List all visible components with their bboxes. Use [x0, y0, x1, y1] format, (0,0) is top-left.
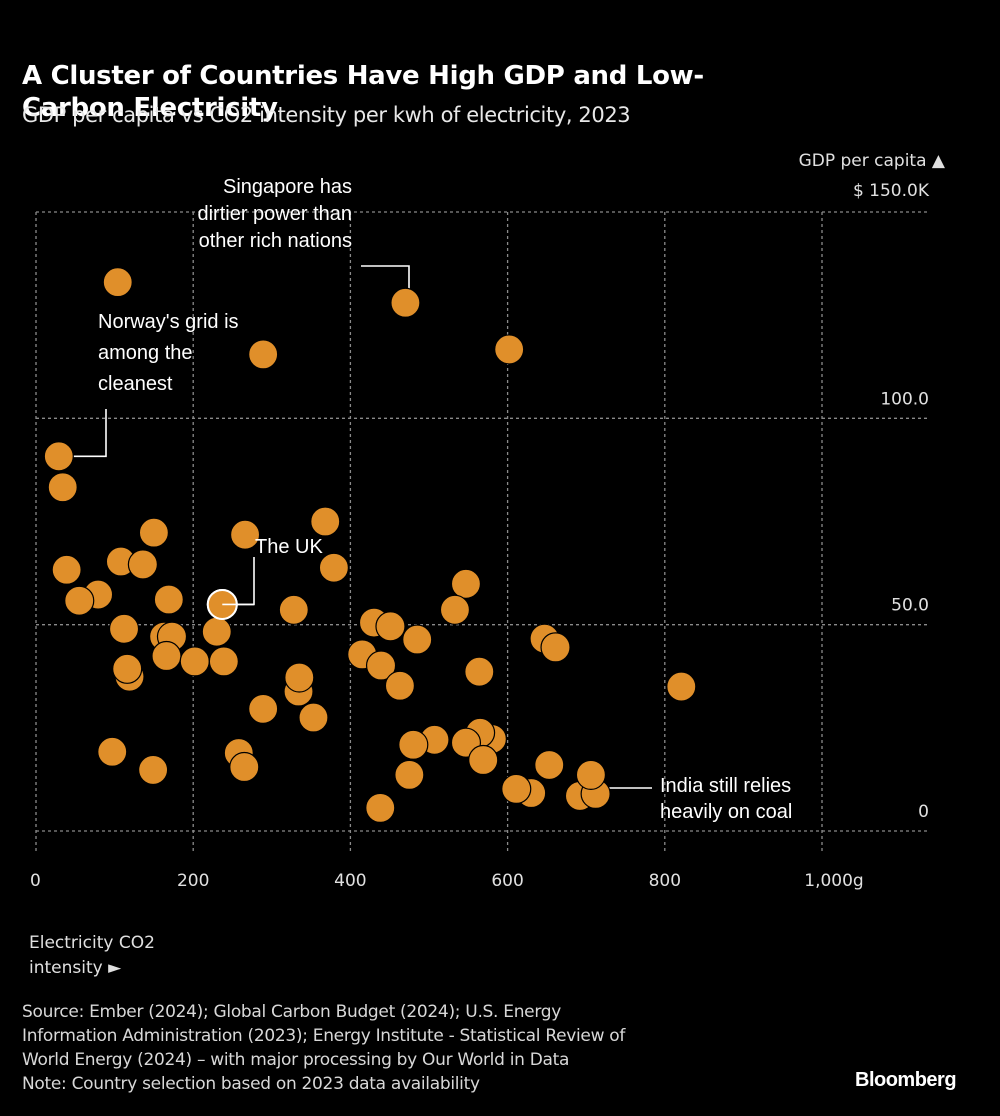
annotation-line: Singapore has: [223, 176, 352, 198]
source-line: Information Administration (2023); Energ…: [22, 1026, 626, 1046]
data-point: [298, 702, 329, 733]
y-tick-label: 100.0: [880, 389, 929, 409]
data-point: [102, 267, 133, 298]
data-point: [540, 632, 571, 663]
data-point: [138, 517, 169, 548]
data-point: [179, 646, 210, 677]
data-point: [201, 616, 232, 647]
data-point-norway: [43, 441, 74, 472]
annotation-india: India still relies heavily on coal: [660, 775, 792, 823]
data-point: [64, 585, 95, 616]
x-tick-label: 400: [334, 871, 366, 891]
data-point: [384, 670, 416, 701]
annotation-line: Norway's grid is: [98, 311, 239, 333]
x-tick-label: 1,000g: [804, 871, 863, 891]
data-point: [97, 736, 128, 767]
data-point: [138, 754, 169, 786]
data-point: [494, 334, 525, 365]
x-tick-label: 600: [491, 871, 523, 891]
annotations: Singapore has dirtier power than other ric…: [98, 176, 792, 823]
data-point: [365, 650, 397, 681]
annotation-line: dirtier power than: [197, 203, 352, 225]
data-point: [47, 472, 78, 503]
annotation-line: cleanest: [98, 373, 173, 395]
data-point: [153, 584, 184, 615]
data-point: [375, 611, 406, 642]
data-point: [534, 749, 565, 781]
annotation-norway: Norway's grid is among the cleanest: [98, 311, 239, 395]
note-line: Note: Country selection based on 2023 da…: [22, 1074, 480, 1094]
data-point: [439, 594, 471, 625]
data-point: [51, 554, 82, 585]
annotation-uk: The UK: [255, 536, 323, 558]
x-tick-label: 0: [30, 871, 41, 891]
x-axis-title-line1: Electricity CO2: [29, 933, 155, 953]
data-point: [229, 751, 260, 783]
annotation-line: India still relies: [660, 775, 791, 797]
data-point: [575, 759, 607, 790]
x-tick-label: 200: [177, 871, 209, 891]
data-point: [501, 773, 532, 805]
data-point: [310, 506, 341, 537]
data-point: [248, 339, 279, 370]
y-tick-label: 0: [918, 802, 929, 822]
data-point: [127, 549, 158, 580]
source-line: Source: Ember (2024); Global Carbon Budg…: [22, 1002, 561, 1022]
y-tick-label: 50.0: [891, 596, 929, 616]
data-point: [394, 759, 425, 790]
data-point: [468, 744, 499, 776]
data-point: [402, 624, 433, 655]
scatter-chart: 0 50.0 100.0 $ 150.0K 0 200 400 600 800 1,000g Si…: [29, 151, 946, 978]
bloomberg-logo: Bloomberg: [855, 1069, 957, 1091]
leader-line-norway: [68, 409, 107, 458]
data-point: [284, 662, 315, 693]
y-axis-title: GDP per capita ▲: [799, 151, 946, 171]
grid-lines: [35, 211, 928, 853]
source-note: Source: Ember (2024); Global Carbon Budg…: [22, 1000, 812, 1096]
x-axis-title-line2: intensity ►: [29, 958, 122, 978]
annotation-line: heavily on coal: [660, 801, 792, 823]
data-point-singapore: [390, 287, 421, 318]
data-point: [248, 693, 279, 724]
y-tick-label: $ 150.0K: [853, 181, 930, 201]
axis-ticks: 0 50.0 100.0 $ 150.0K 0 200 400 600 800 1,000g: [30, 181, 930, 891]
data-point: [666, 671, 697, 702]
data-point: [450, 568, 482, 599]
data-point: [365, 792, 396, 823]
source-line: World Energy (2024) – with major process…: [22, 1050, 570, 1070]
data-point: [318, 552, 349, 583]
data-point: [229, 519, 261, 550]
data-point: [278, 594, 309, 625]
data-point: [208, 646, 239, 677]
annotation-line: among the: [98, 342, 193, 364]
annotation-line: The UK: [255, 536, 323, 558]
data-points: [43, 267, 697, 823]
chart-subtitle: GDP per capita vs CO2 intensity per kwh …: [22, 103, 631, 127]
data-point: [151, 640, 182, 672]
data-point: [112, 653, 143, 684]
annotation-line: other rich nations: [199, 230, 352, 252]
data-point: [108, 613, 140, 644]
x-tick-label: 800: [649, 871, 681, 891]
data-point: [464, 656, 495, 687]
data-point: [398, 729, 429, 760]
chart-title: A Cluster of Countries Have High GDP and…: [22, 61, 704, 123]
annotation-singapore: Singapore has dirtier power than other ric…: [197, 176, 352, 252]
